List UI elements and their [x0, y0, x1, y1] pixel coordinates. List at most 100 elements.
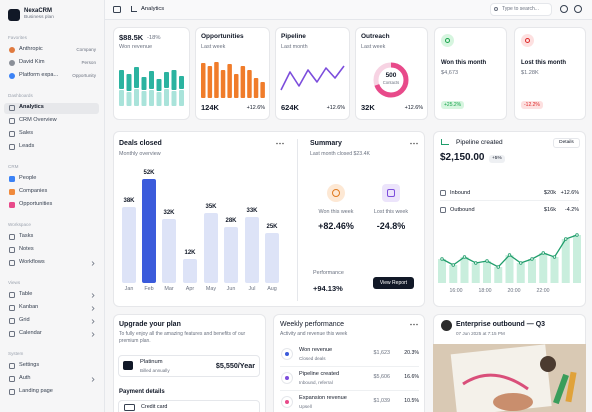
- card-subtitle: Activity and revenue this week: [280, 331, 348, 337]
- marker: [474, 261, 478, 265]
- row-change: 20.3%: [404, 350, 419, 356]
- menu-dot: [279, 142, 281, 145]
- card: [113, 314, 266, 412]
- bar: [122, 207, 136, 283]
- item-icon: [9, 189, 15, 195]
- section-title: System: [8, 350, 24, 356]
- row-label: Inbound: [450, 189, 471, 196]
- kpi-chip: +25.2%: [441, 101, 465, 109]
- nav-item: Kanban: [19, 304, 39, 310]
- bar-segment: [126, 92, 132, 106]
- bar-segment: [126, 74, 132, 91]
- nav-item: Sales: [19, 130, 33, 136]
- nav-item: Companies: [19, 188, 48, 194]
- bar: [240, 66, 246, 98]
- x-label: 22:00: [536, 288, 550, 294]
- row-amount: $1,039: [373, 398, 391, 404]
- chart: [91, 306, 95, 311]
- card: [195, 27, 270, 120]
- marker: [564, 237, 568, 241]
- bar: [214, 62, 219, 98]
- bar: [550, 257, 559, 283]
- row-label: Outbound: [450, 206, 475, 213]
- menu-dot: [410, 323, 412, 326]
- nav-item: Tasks: [19, 233, 34, 239]
- bar: [573, 235, 581, 283]
- row-icon-dot: [285, 352, 289, 356]
- x-label: Mar: [164, 286, 174, 292]
- lost-icon-inner: [387, 189, 395, 197]
- row-icon-dot: [285, 400, 289, 404]
- nav-item: Workflows: [19, 259, 45, 265]
- nav-item: Anthropic: [19, 46, 43, 52]
- row-amount: $16k: [543, 206, 556, 213]
- menu-dot: [276, 142, 278, 145]
- bar: [483, 261, 491, 283]
- marker: [552, 255, 557, 259]
- bar-segment: [164, 89, 169, 106]
- nav-item: Table: [19, 291, 33, 297]
- bar: [224, 227, 238, 283]
- nav-item: Notes: [19, 246, 34, 252]
- bar-segment: [179, 90, 184, 106]
- kpi-value: $88.5K: [119, 33, 144, 42]
- details-button[interactable]: Details: [553, 138, 580, 148]
- kpi-change: +12.6%: [404, 104, 423, 111]
- plan-billing: Billed annually: [140, 368, 170, 373]
- search-icon: [494, 7, 498, 11]
- chart: [201, 62, 265, 98]
- x-label: 18:00: [478, 288, 492, 294]
- chart: [91, 293, 95, 298]
- row-sub: Inbound, referral: [299, 379, 333, 385]
- item-icon: [9, 363, 15, 369]
- post-date: 07 Jun 2025 at 7:15 PM: [456, 331, 505, 336]
- section-title: Views: [8, 279, 21, 285]
- marker: [440, 257, 444, 261]
- item-icon: [9, 144, 15, 150]
- sidebar: [0, 0, 105, 412]
- line: [280, 65, 345, 91]
- bar-segment: [134, 89, 139, 106]
- row-amount: $5,606: [373, 374, 391, 380]
- bar: [449, 265, 458, 283]
- bar: [438, 259, 446, 283]
- breadcrumb: Analytics: [141, 5, 165, 12]
- method-box: [118, 400, 260, 412]
- item-icon: [9, 260, 15, 266]
- bar: [260, 82, 265, 98]
- kpi-icon-inner: [525, 38, 530, 43]
- marker: [575, 233, 579, 237]
- marker: [519, 261, 523, 265]
- section-title: Payment details: [119, 389, 165, 395]
- nav-item: Landing page: [19, 388, 53, 394]
- item-icon: [9, 318, 15, 324]
- chevron: [91, 306, 95, 311]
- bar: [227, 64, 232, 98]
- plan-box: [118, 355, 260, 377]
- nav-item: Calendar: [19, 330, 42, 336]
- card-title: Deals closed: [119, 140, 162, 147]
- kpi-value: $1.28K: [521, 70, 539, 76]
- view-report-button[interactable]: View Report: [373, 277, 414, 289]
- bar: [460, 257, 469, 283]
- bar-segment: [179, 76, 184, 89]
- kpi-title: Won this month: [441, 60, 487, 66]
- kpi-value: 624K: [281, 103, 299, 112]
- bar-segment: [119, 90, 124, 106]
- bar: [505, 255, 514, 283]
- tile-value: -24.8%: [376, 221, 406, 231]
- item-icon: [9, 131, 15, 137]
- card: [355, 27, 428, 120]
- bar: [528, 259, 536, 283]
- row-name: Pipeline created: [299, 371, 340, 377]
- value-label: 25K: [266, 224, 278, 230]
- item-icon: [9, 247, 15, 253]
- marker: [451, 263, 455, 267]
- perf-label: Performance: [313, 270, 344, 276]
- bar: [220, 70, 226, 98]
- row-divider: [280, 366, 419, 367]
- row-icon: [440, 207, 446, 213]
- bar-segment: [171, 91, 177, 106]
- x-label: 16:00: [449, 288, 463, 294]
- analytics-icon: [131, 6, 137, 12]
